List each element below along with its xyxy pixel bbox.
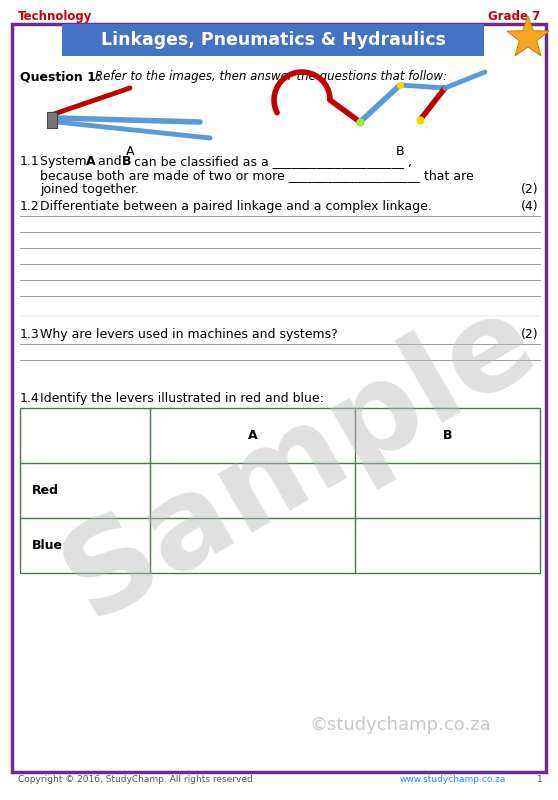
Text: A: A [248,429,257,442]
Text: Question 1:: Question 1: [20,70,101,83]
Text: (4): (4) [521,200,538,213]
Bar [47,112,57,128]
Text: Blue: Blue [32,539,63,552]
Text: Grade 7: Grade 7 [488,10,540,23]
Text: Copyright © 2016, StudyChamp. All rights reserved: Copyright © 2016, StudyChamp. All rights… [18,775,253,784]
Text: (2): (2) [521,328,538,341]
Text: B: B [122,155,132,168]
Text: Sample: Sample [44,277,556,643]
Text: 1.2: 1.2 [20,200,40,213]
Text: because both are made of two or more _____________________ that are: because both are made of two or more ___… [40,169,474,182]
Text: Identify the levers illustrated in red and blue:: Identify the levers illustrated in red a… [40,392,324,405]
Text: ©studychamp.co.za: ©studychamp.co.za [309,716,491,734]
Text: Red: Red [32,484,59,497]
Text: A: A [126,145,134,158]
Text: B: B [442,429,452,442]
Text: Why are levers used in machines and systems?: Why are levers used in machines and syst… [40,328,338,341]
Text: Linkages, Pneumatics & Hydraulics: Linkages, Pneumatics & Hydraulics [100,31,445,49]
Text: (2): (2) [521,183,538,196]
Polygon shape [507,16,549,56]
Text: B: B [396,145,405,158]
Text: A: A [86,155,95,168]
Text: 1: 1 [537,775,543,784]
Text: 1.4: 1.4 [20,392,40,405]
Text: can be classified as a _____________________ ,: can be classified as a _________________… [130,155,412,168]
Text: joined together.: joined together. [40,183,139,196]
Bar [62,24,484,56]
Text: Technology: Technology [18,10,93,23]
Text: Refer to the images, then answer the questions that follow:: Refer to the images, then answer the que… [95,70,447,83]
Text: 1.1: 1.1 [20,155,40,168]
Text: System: System [40,155,90,168]
Bar [20,408,540,573]
Text: and: and [94,155,126,168]
Text: www.studychamp.co.za: www.studychamp.co.za [400,775,506,784]
Text: Differentiate between a paired linkage and a complex linkage.: Differentiate between a paired linkage a… [40,200,432,213]
Text: 1.3: 1.3 [20,328,40,341]
